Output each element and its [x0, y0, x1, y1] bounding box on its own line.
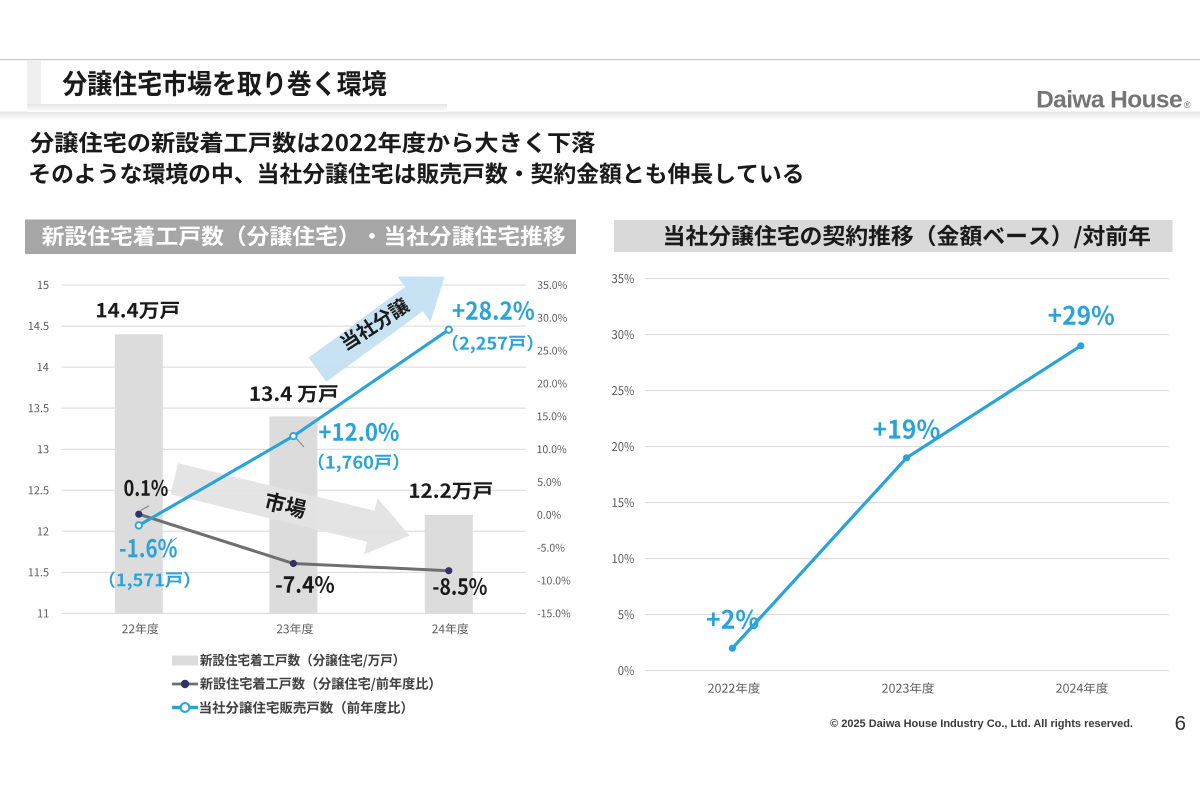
- svg-text:®: ®: [1184, 100, 1191, 110]
- svg-text:6: 6: [1175, 712, 1186, 735]
- svg-text:© 2025 Daiwa House Industry Co: © 2025 Daiwa House Industry Co., Ltd. Al…: [830, 718, 1133, 730]
- svg-text:Daiwa House: Daiwa House: [1036, 87, 1182, 114]
